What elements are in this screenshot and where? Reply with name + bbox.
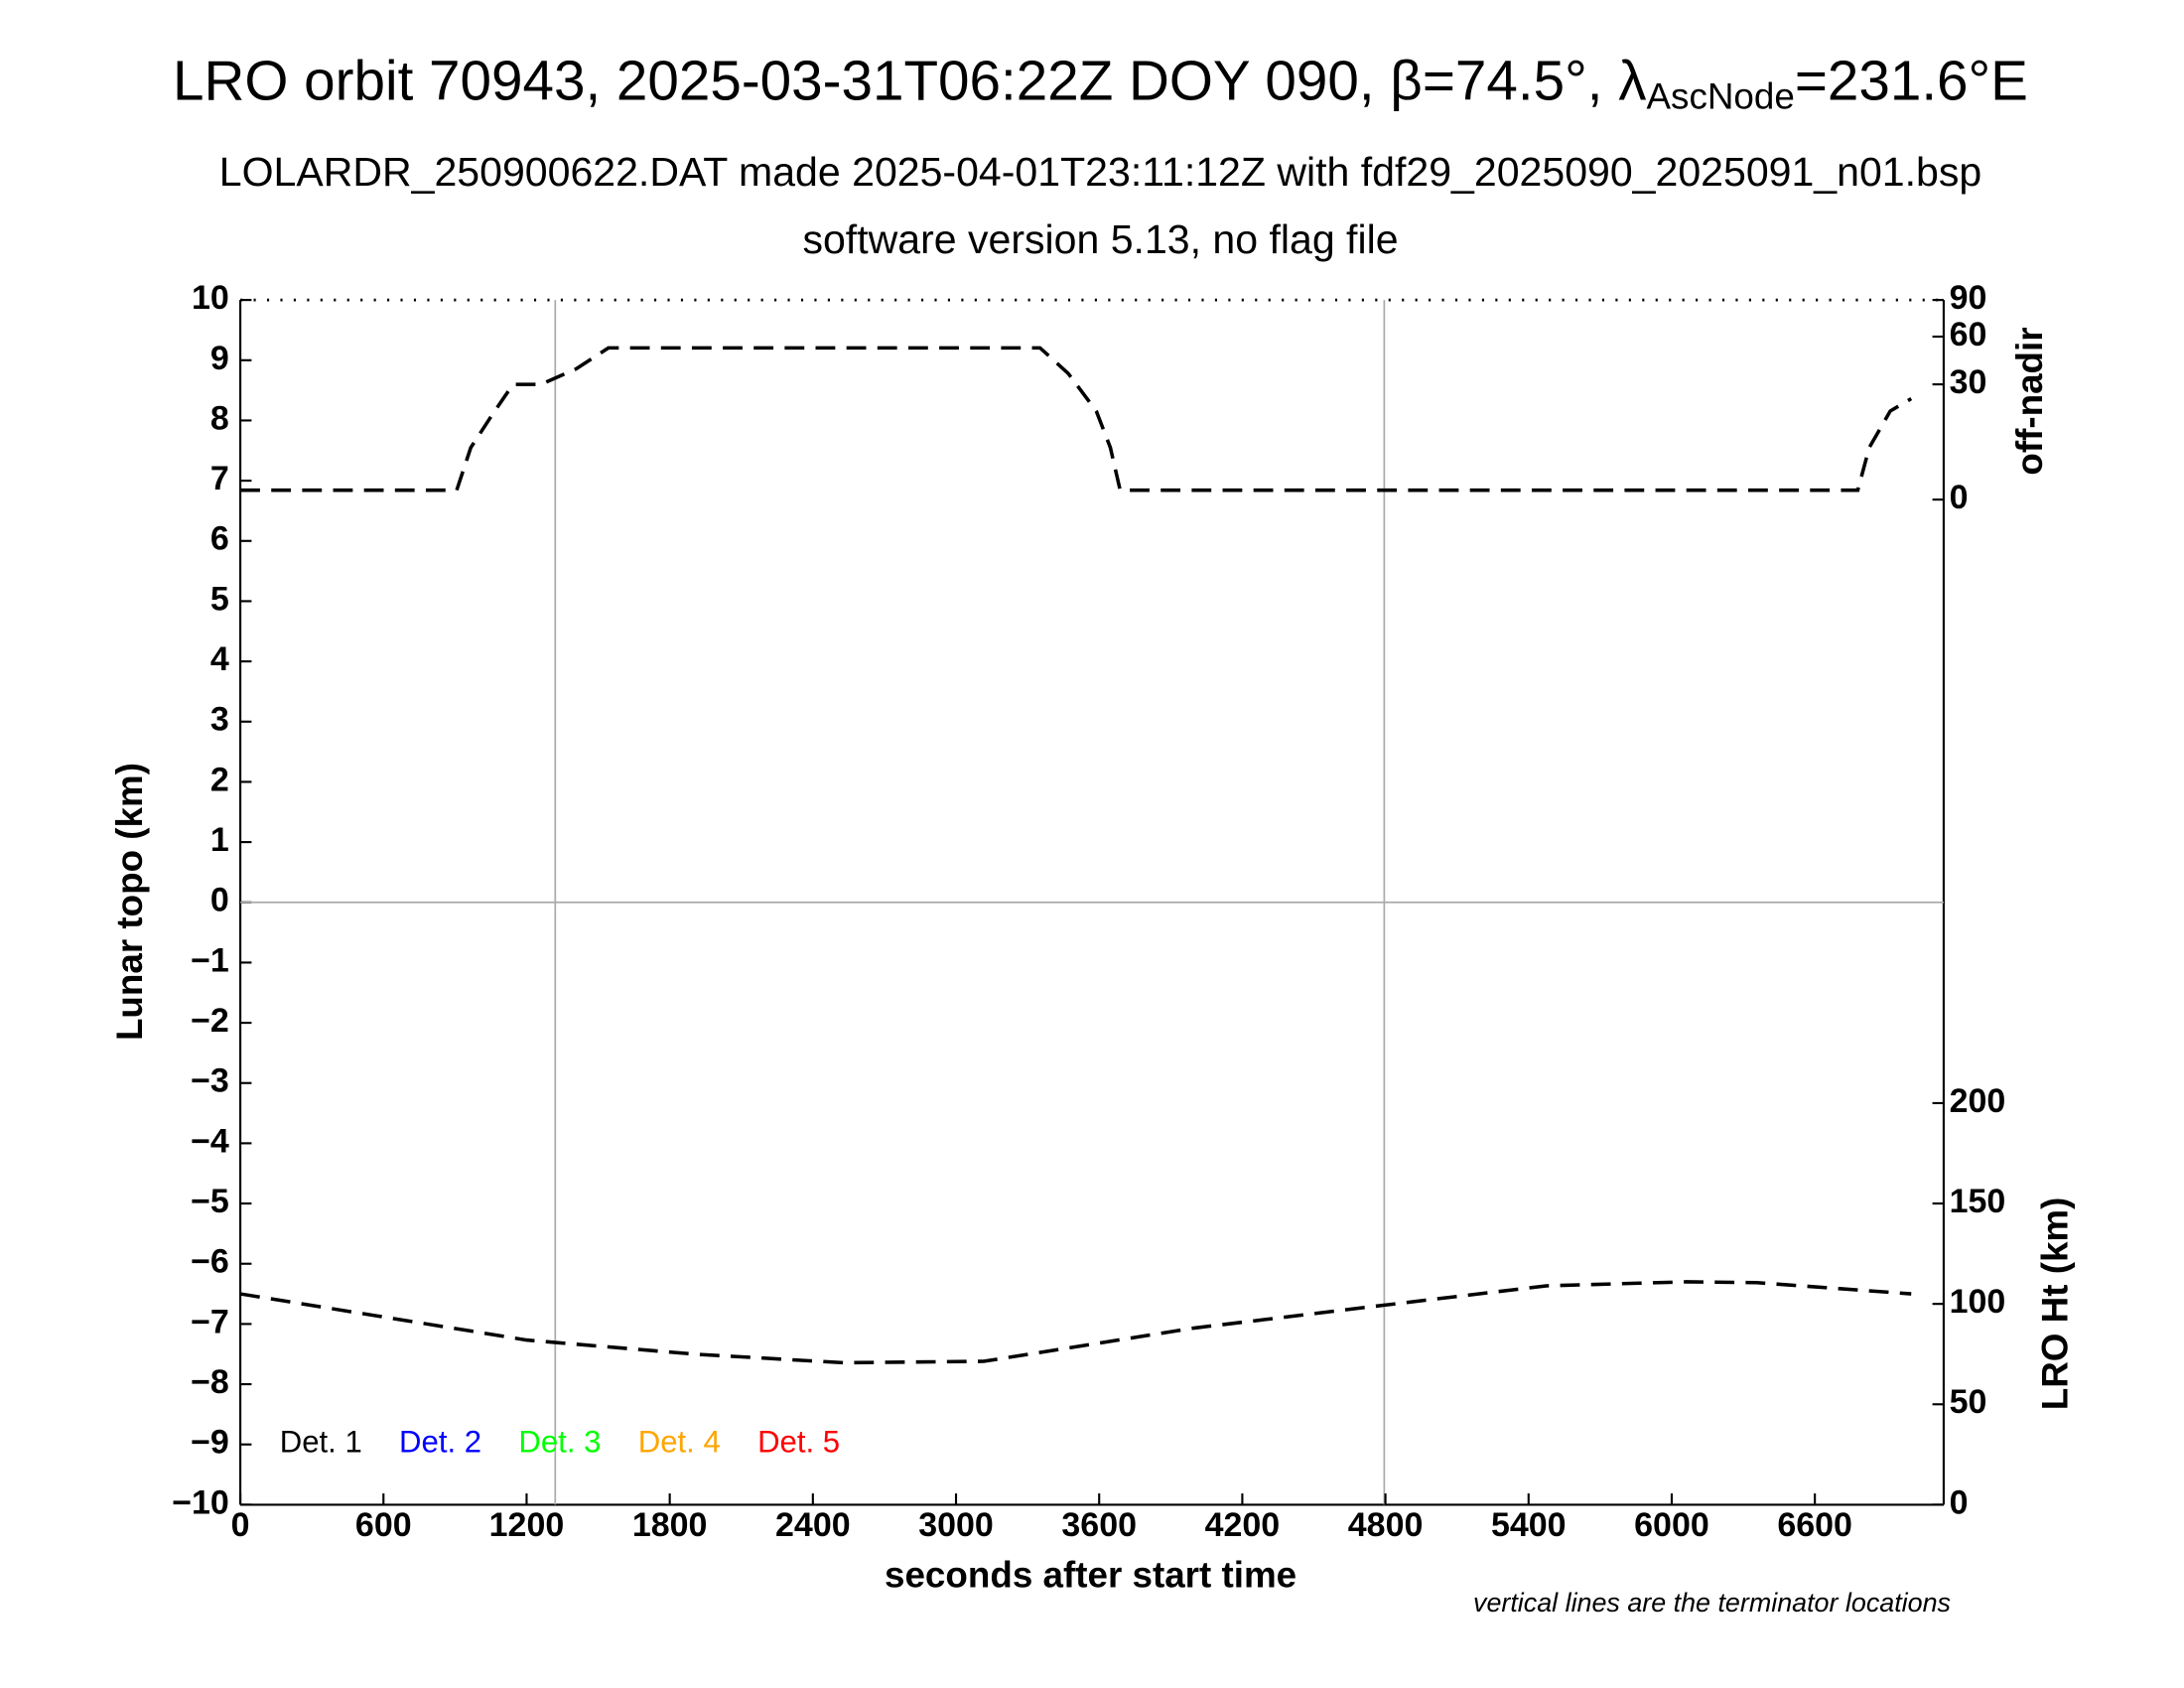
subtitle: LOLARDR_250900622.DAT made 2025-04-01T23… — [219, 149, 1981, 195]
legend-entry: Det. 4 — [638, 1425, 721, 1460]
y-tick-label: 5 — [210, 580, 229, 618]
x-tick-label: 6600 — [1777, 1506, 1852, 1544]
legend-entry: Det. 1 — [280, 1425, 362, 1460]
y-right-tick-label: 90 — [1950, 279, 1987, 317]
y-tick-label: −1 — [191, 941, 229, 979]
legend-entry: Det. 5 — [757, 1425, 840, 1460]
y-tick-label: −8 — [191, 1363, 229, 1401]
x-tick-label: 0 — [231, 1506, 250, 1544]
x-tick-label: 1200 — [489, 1506, 565, 1544]
y-tick-label: 9 — [210, 340, 229, 377]
y3-axis-label: off-nadir — [2009, 327, 2050, 475]
x-tick-label: 1800 — [632, 1506, 708, 1544]
x-tick-label: 4200 — [1205, 1506, 1281, 1544]
y-right-tick-label: 60 — [1950, 316, 1987, 353]
subtitle: software version 5.13, no flag file — [802, 216, 1398, 262]
y-tick-label: −10 — [172, 1483, 229, 1521]
x-tick-label: 3600 — [1061, 1506, 1137, 1544]
y-right-tick-label: 50 — [1950, 1383, 1987, 1421]
x-tick-label: 600 — [355, 1506, 412, 1544]
x-axis-label: seconds after start time — [885, 1555, 1297, 1596]
y-right-tick-label: 30 — [1950, 363, 1987, 401]
y-tick-label: −3 — [191, 1062, 229, 1100]
y-tick-label: 0 — [210, 882, 229, 919]
y-tick-label: 8 — [210, 399, 229, 437]
legend-entry: Det. 2 — [399, 1425, 481, 1460]
y-tick-label: −9 — [191, 1424, 229, 1462]
chart-title: LRO orbit 70943, 2025-03-31T06:22Z DOY 0… — [173, 49, 2028, 116]
y-right-tick-label: 200 — [1950, 1082, 2006, 1120]
title-part: =231.6°E — [1795, 49, 2028, 111]
note: vertical lines are the terminator locati… — [1473, 1588, 1951, 1618]
y-tick-label: 7 — [210, 460, 229, 497]
y-tick-label: 3 — [210, 701, 229, 739]
y2-axis-label: LRO Ht (km) — [2034, 1197, 2075, 1411]
x-tick-label: 6000 — [1634, 1506, 1709, 1544]
y-axis-label: Lunar topo (km) — [109, 763, 150, 1041]
y-tick-label: 6 — [210, 520, 229, 558]
y-tick-label: −6 — [191, 1243, 229, 1281]
series-line — [239, 1280, 1912, 1365]
x-tick-label: 4800 — [1348, 1506, 1424, 1544]
y-tick-label: −4 — [191, 1122, 229, 1160]
x-tick-label: 3000 — [918, 1506, 994, 1544]
y-right-tick-label: 150 — [1950, 1183, 2006, 1220]
title-part: LRO orbit 70943, 2025-03-31T06:22Z DOY 0… — [173, 49, 1646, 111]
y-right-tick-label: 100 — [1950, 1283, 2006, 1321]
title-sub: AscNode — [1647, 75, 1795, 116]
legend-entry: Det. 3 — [518, 1425, 601, 1460]
y-tick-label: 10 — [192, 279, 229, 317]
y-tick-label: −5 — [191, 1183, 229, 1220]
series-line — [240, 346, 1913, 492]
y-tick-label: −7 — [191, 1303, 229, 1340]
y-tick-label: −2 — [191, 1002, 229, 1040]
y-tick-label: 1 — [210, 821, 229, 859]
y-right-tick-label: 0 — [1950, 479, 1969, 516]
y-tick-label: 4 — [210, 640, 229, 678]
x-tick-label: 5400 — [1491, 1506, 1567, 1544]
x-tick-label: 2400 — [775, 1506, 851, 1544]
y-tick-label: 2 — [210, 761, 229, 798]
y-right-tick-label: 0 — [1950, 1483, 1969, 1521]
